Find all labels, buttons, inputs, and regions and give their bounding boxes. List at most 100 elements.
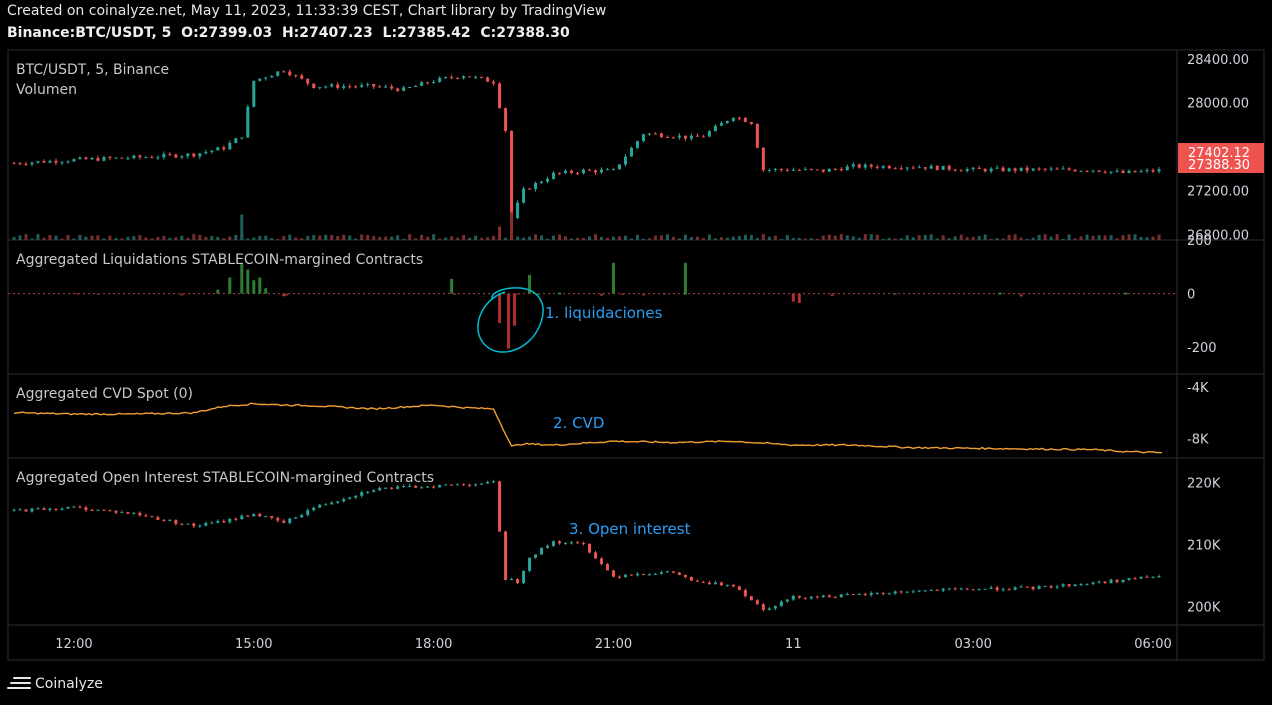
candle-body (1145, 576, 1149, 578)
candle-body (246, 515, 250, 517)
volume-bar (342, 234, 346, 240)
candle-body (737, 586, 741, 591)
close-label: C: (480, 25, 497, 41)
candle-body (635, 573, 639, 576)
candle-body (552, 541, 556, 546)
candle-body (588, 169, 592, 171)
candle-body (444, 77, 448, 79)
candle-body (977, 167, 981, 169)
candle-body (653, 133, 657, 135)
liquidation-small-bar (180, 293, 184, 296)
candle-body (414, 85, 418, 88)
candle-body (114, 510, 118, 513)
candle-body (492, 81, 496, 84)
candle-body (312, 507, 316, 511)
liquidation-bar (228, 277, 232, 294)
volume-bar (983, 234, 987, 240)
volume-bar (1067, 234, 1071, 240)
candle-body (366, 491, 370, 493)
candle-body (294, 75, 298, 77)
candle-body (588, 543, 592, 553)
candle-body (216, 520, 220, 523)
price-label: 27388.30 (1188, 158, 1250, 173)
candle-body (306, 78, 310, 84)
volume-bar (1145, 237, 1149, 240)
volume-bar (833, 235, 837, 240)
candle-body (659, 572, 663, 574)
volume-bar (120, 238, 124, 240)
candle-body (378, 487, 382, 491)
candle-body (174, 154, 178, 158)
candle-body (599, 169, 603, 173)
volume-bar (923, 234, 927, 240)
candle-body (576, 172, 580, 174)
candle-body (348, 497, 352, 500)
liquidation-bar (507, 293, 511, 349)
candle-body (24, 163, 28, 165)
candle-body (617, 164, 621, 170)
volume-bar (1085, 234, 1089, 240)
candle-body (851, 164, 855, 167)
volume-bar (198, 234, 202, 240)
candle-body (558, 541, 562, 544)
volume-bar (252, 237, 256, 240)
candle-body (1037, 168, 1041, 170)
menu-lines-icon[interactable] (7, 675, 33, 693)
volume-bar (582, 238, 586, 240)
volume-bar (12, 237, 16, 240)
volume-bar (863, 234, 867, 240)
volume-bar (552, 235, 556, 240)
candle-body (234, 518, 238, 520)
candle-body (240, 515, 244, 520)
candle-body (833, 168, 837, 170)
candle-body (456, 484, 460, 486)
volume-bar (534, 234, 538, 240)
candle-body (833, 597, 837, 599)
y-tick-label: -8K (1187, 433, 1209, 448)
candle-body (180, 523, 184, 525)
candle-body (126, 158, 130, 160)
candle-body (150, 516, 154, 518)
footer: Coinalyze (7, 675, 103, 693)
volume-bar (941, 235, 945, 240)
created-on-line: Created on coinalyze.net, May 11, 2023, … (7, 3, 607, 19)
candle-body (923, 590, 927, 592)
coinalyze-brand[interactable]: Coinalyze (35, 676, 103, 692)
volume-bar (114, 237, 118, 240)
candle-body (983, 588, 987, 590)
pane-title: Aggregated CVD Spot (0) (16, 386, 193, 402)
candle-body (725, 584, 729, 586)
candle-body (683, 574, 687, 578)
candle-body (372, 490, 376, 492)
volume-bar (929, 234, 933, 240)
volume-bar (1133, 234, 1137, 240)
volume-bar (276, 238, 280, 240)
volume-bar (378, 236, 382, 240)
candle-body (504, 108, 508, 131)
candle-body (917, 167, 921, 169)
candle-body (617, 576, 621, 578)
volume-bar (396, 235, 400, 240)
candle-body (869, 164, 873, 167)
volume-bar (875, 234, 879, 240)
volume-bar (1097, 235, 1101, 240)
volume-bar (1103, 235, 1107, 240)
candle-body (336, 501, 340, 503)
candle-body (498, 83, 502, 109)
volume-bar (653, 235, 657, 240)
candle-body (162, 153, 166, 158)
volume-bar (743, 234, 747, 240)
candle-body (941, 588, 945, 591)
candle-body (270, 75, 274, 78)
candle-body (965, 588, 969, 590)
candle-body (593, 552, 597, 559)
volume-bar (48, 235, 52, 240)
candle-body (564, 543, 568, 545)
candle-body (1007, 589, 1011, 591)
candle-body (1115, 579, 1119, 583)
candle-body (318, 87, 322, 89)
volume-bar (516, 236, 520, 240)
volume-bar (953, 236, 957, 240)
volume-bar (264, 235, 268, 240)
